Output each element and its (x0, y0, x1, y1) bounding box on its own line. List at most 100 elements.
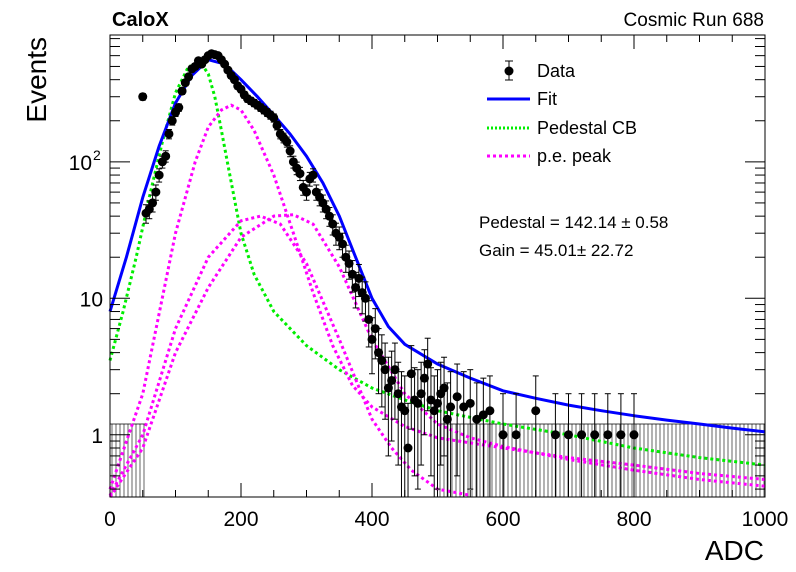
x-tick-label: 0 (104, 508, 116, 531)
data-point (167, 116, 177, 126)
data-point (154, 168, 164, 183)
data-marker (374, 348, 384, 358)
data-marker (603, 430, 613, 440)
data-point (531, 375, 541, 498)
data-point (174, 103, 184, 113)
data-marker (184, 72, 194, 82)
legend-label-fit: Fit (537, 89, 557, 109)
data-point (429, 375, 439, 498)
pedestal-annotation: Pedestal = 142.14 ± 0.58 (479, 213, 668, 232)
data-marker (419, 373, 429, 383)
data-point (184, 72, 194, 82)
data-point (629, 393, 639, 498)
legend-label-pedestal: Pedestal CB (537, 118, 637, 138)
header-left-label: CaloX (112, 9, 169, 31)
data-marker (324, 211, 334, 221)
data-marker (282, 137, 292, 147)
data-marker (511, 430, 521, 440)
data-point (498, 393, 508, 498)
data-marker (406, 369, 416, 379)
data-points (138, 49, 639, 498)
y-axis-label: Events (21, 37, 52, 123)
y-tick-exponent: 2 (93, 147, 101, 163)
data-point (403, 402, 413, 498)
data-marker (387, 375, 397, 385)
data-point (302, 184, 311, 201)
data-point (269, 113, 279, 123)
data-point (564, 393, 573, 498)
data-marker (302, 187, 311, 197)
data-marker (577, 430, 587, 440)
data-point (334, 226, 344, 251)
data-marker (616, 430, 626, 440)
data-point (590, 393, 600, 498)
data-point (272, 120, 282, 131)
data-marker (161, 151, 171, 161)
y-tick-label: 10 (69, 152, 92, 175)
data-marker (269, 113, 279, 123)
data-marker (452, 392, 462, 402)
x-tick-label: 800 (616, 508, 651, 531)
x-axis-label: ADC (705, 535, 764, 566)
x-tick-label: 200 (223, 508, 258, 531)
data-marker (416, 389, 426, 399)
curve-pedestal-cb (108, 62, 766, 467)
data-marker (321, 204, 331, 214)
data-marker (485, 406, 495, 416)
data-point (433, 369, 442, 490)
data-point (511, 393, 521, 498)
data-marker (272, 120, 282, 130)
data-marker (138, 92, 148, 102)
data-marker (285, 146, 295, 156)
data-marker (478, 410, 488, 420)
data-marker (590, 430, 600, 440)
data-point (351, 271, 361, 309)
x-tick-label: 400 (354, 508, 389, 531)
data-marker (383, 383, 393, 393)
data-marker (403, 443, 413, 453)
data-point (338, 232, 348, 258)
data-point (177, 86, 187, 96)
data-marker (344, 258, 354, 268)
data-point (413, 369, 423, 490)
data-point (406, 345, 416, 430)
data-marker (174, 103, 184, 113)
data-marker (446, 402, 456, 412)
legend-label-data: Data (537, 61, 576, 81)
data-marker (390, 365, 400, 375)
x-tick-label: 1000 (742, 508, 789, 531)
data-marker (338, 239, 348, 249)
header-right-label: Cosmic Run 688 (624, 10, 764, 31)
data-marker (498, 430, 508, 440)
legend-label-pe-peak: p.e. peak (537, 146, 612, 166)
data-point (308, 168, 318, 183)
data-marker (154, 170, 164, 180)
data-point (390, 342, 400, 420)
data-marker (177, 86, 187, 96)
data-point (577, 393, 587, 498)
data-point (380, 342, 390, 420)
data-marker (167, 116, 177, 126)
y-tick-label: 1 (91, 425, 103, 448)
data-marker (472, 414, 482, 424)
data-marker (550, 430, 560, 440)
data-point (387, 350, 397, 442)
data-marker (393, 389, 403, 399)
data-marker (433, 398, 442, 408)
data-marker (465, 398, 475, 408)
data-marker (164, 129, 174, 139)
data-marker (367, 334, 377, 344)
data-marker (564, 430, 573, 440)
data-marker (380, 365, 390, 375)
data-point (439, 356, 449, 457)
data-point (151, 184, 161, 201)
data-point (285, 145, 295, 158)
data-marker (308, 170, 318, 180)
legend: Data Fit Pedestal CB p.e. peak (487, 60, 637, 166)
data-point (164, 128, 174, 140)
data-point (393, 361, 403, 466)
data-marker (439, 383, 449, 393)
gain-annotation: Gain = 45.01± 22.72 (479, 241, 633, 260)
